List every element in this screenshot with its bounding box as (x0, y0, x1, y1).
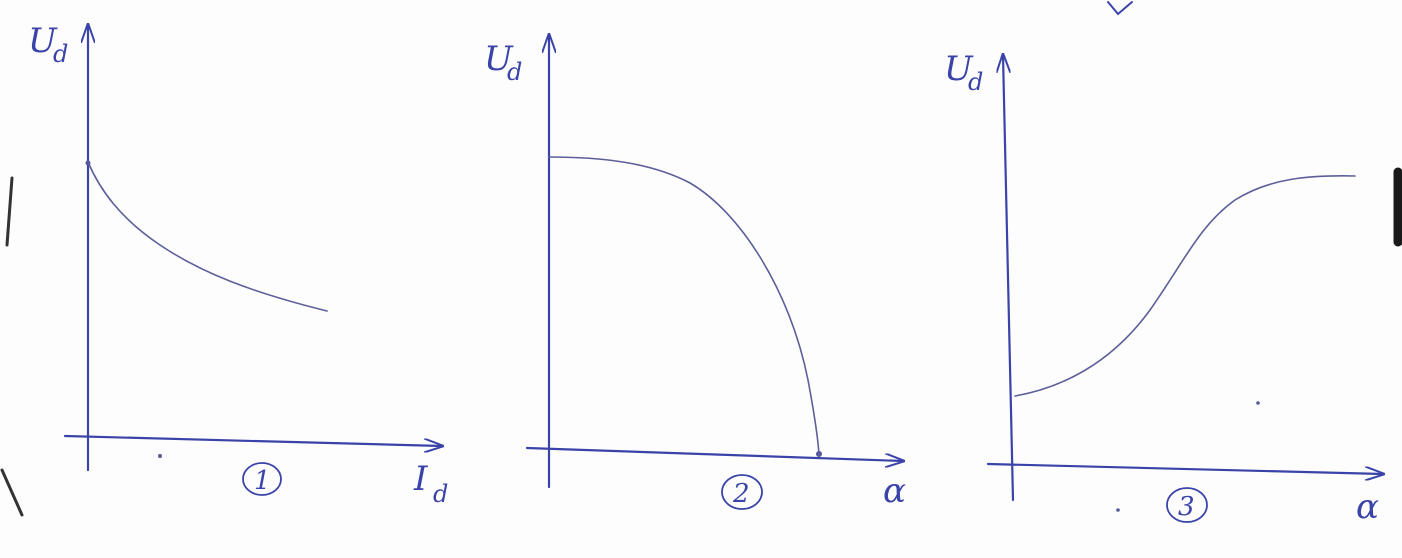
graph-2-x-label: α (883, 471, 906, 511)
graph-2-y-label: U (484, 39, 514, 79)
left-edge-mark (5, 176, 14, 247)
graph-3-y-axis (1003, 55, 1015, 502)
graph-3-curve (1014, 175, 1356, 397)
graph-1: U d I d 1 (28, 21, 448, 508)
left-corner-stroke (0, 468, 24, 517)
graph-3-x-axis (986, 462, 1383, 474)
graph-1-x-label-sub: d (433, 480, 448, 508)
graph-2-number-circle (721, 474, 763, 510)
graph-2-curve (548, 156, 820, 456)
graph-3-stray-dot (1256, 401, 1260, 405)
graph-3-x-label: α (1356, 487, 1379, 527)
graph-3-number: 3 (1178, 492, 1195, 522)
graph-3-y-label: U (944, 49, 974, 89)
graph-1-curve (87, 161, 328, 312)
graph-1-y-label-sub: d (53, 40, 68, 68)
graph-3: U d α 3 (944, 49, 1383, 527)
graph-2: U d α 2 (484, 35, 906, 511)
graph-2-curve-end-point (816, 451, 822, 457)
graph-1-number: 1 (254, 466, 271, 496)
graph-1-stray-dot (158, 454, 162, 458)
graph-3-number-circle (1166, 487, 1208, 523)
graph-3-stray-dot-2 (1116, 508, 1120, 512)
graph-3-y-label-sub: d (968, 68, 983, 96)
graph-1-y-label: U (28, 21, 58, 61)
graph-2-x-axis (525, 446, 903, 461)
top-tick-mark (1107, 1, 1133, 16)
graph-1-x-axis (63, 434, 442, 446)
graph-1-curve-start-point (85, 160, 91, 166)
graph-2-y-label-sub: d (507, 58, 522, 86)
graph-2-number: 2 (732, 479, 750, 509)
graph-1-x-label: I (413, 459, 428, 499)
graph-1-number-circle (242, 462, 282, 496)
